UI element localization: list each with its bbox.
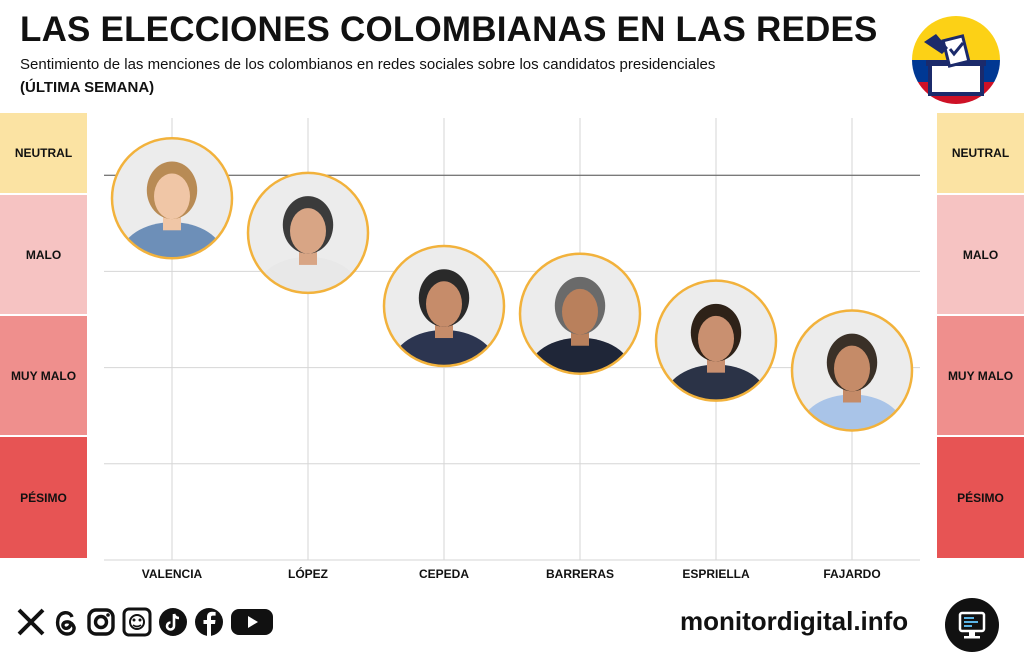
band-muy-malo-left: MUY MALO bbox=[0, 316, 87, 435]
monitor-icon bbox=[945, 598, 999, 652]
website-link[interactable]: monitordigital.info bbox=[680, 606, 909, 636]
point-valencia bbox=[110, 137, 234, 260]
band-pesimo-right: PÉSIMO bbox=[937, 437, 1024, 558]
ballot-box-icon bbox=[912, 16, 1000, 104]
x-tick-label: LÓPEZ bbox=[288, 566, 328, 581]
x-icon[interactable] bbox=[16, 607, 46, 637]
threads-icon[interactable] bbox=[52, 607, 80, 637]
x-tick-label: BARRERAS bbox=[546, 567, 614, 581]
point-fajardo bbox=[790, 309, 914, 432]
band-neutral-left: NEUTRAL bbox=[0, 113, 87, 193]
band-muy-malo-right: MUY MALO bbox=[937, 316, 1024, 435]
sentiment-chart: VALENCIA LÓPEZ CEPEDA BARRERAS ESPRIELLA FAJA… bbox=[104, 118, 920, 581]
youtube-icon[interactable] bbox=[230, 607, 274, 637]
period-label: (ÚLTIMA SEMANA) bbox=[20, 79, 155, 96]
x-tick-label: ESPRIELLA bbox=[682, 567, 750, 581]
tiktok-icon[interactable] bbox=[158, 607, 188, 637]
band-pesimo-left: PÉSIMO bbox=[0, 437, 87, 558]
point-lópez bbox=[246, 171, 370, 295]
social-icons bbox=[16, 607, 274, 637]
facebook-icon[interactable] bbox=[194, 607, 224, 637]
band-neutral-right: NEUTRAL bbox=[937, 113, 1024, 193]
band-malo-right: MALO bbox=[937, 195, 1024, 314]
podcast-icon[interactable] bbox=[122, 607, 152, 637]
point-cepeda bbox=[382, 244, 506, 368]
x-tick-label: CEPEDA bbox=[419, 567, 469, 581]
x-tick-label: VALENCIA bbox=[142, 567, 203, 581]
point-espriella bbox=[654, 279, 778, 402]
point-barreras bbox=[518, 252, 642, 375]
page-title: LAS ELECCIONES COLOMBIANAS EN LAS REDES bbox=[20, 10, 878, 49]
instagram-icon[interactable] bbox=[86, 607, 116, 637]
x-tick-label: FAJARDO bbox=[823, 567, 880, 581]
band-malo-left: MALO bbox=[0, 195, 87, 314]
page-subtitle: Sentimiento de las menciones de los colo… bbox=[20, 56, 716, 73]
